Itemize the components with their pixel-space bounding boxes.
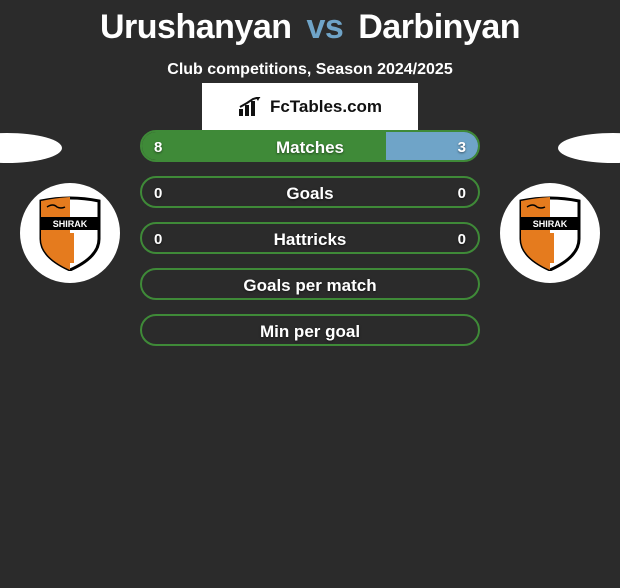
bar-value-left: 0 [154,224,162,254]
shield-icon: SHIRAK [39,195,101,271]
club-badge-left: SHIRAK [20,183,120,283]
bar-value-right: 3 [458,132,466,162]
player-a-name: Urushanyan [100,8,292,46]
stat-bar: Min per goal [140,314,480,346]
bar-value-right: 0 [458,224,466,254]
player-b-name: Darbinyan [358,8,520,46]
bar-label: Hattricks [142,224,478,254]
bar-value-left: 0 [154,178,162,208]
club-badge-right: SHIRAK [500,183,600,283]
bar-label: Goals per match [142,270,478,300]
attribution-box: FcTables.com [202,83,418,131]
stat-bar: Goals per match [140,268,480,300]
chart-icon [238,97,264,117]
page-title: Urushanyan vs Darbinyan [0,8,620,47]
subtitle: Club competitions, Season 2024/2025 [0,61,620,79]
bar-value-left: 8 [154,132,162,162]
bar-value-right: 0 [458,178,466,208]
attribution-text: FcTables.com [270,97,382,117]
stat-bar: Goals0 0 [140,176,480,208]
bar-label: Min per goal [142,316,478,346]
bar-label: Matches [142,132,478,162]
stat-bar: Matches8 3 [140,130,480,162]
vs-text: vs [306,8,343,46]
comparison-bars: Matches83Goals00Hattricks00Goals per mat… [140,130,480,360]
bar-label: Goals [142,178,478,208]
shield-icon: SHIRAK [519,195,581,271]
svg-text:SHIRAK: SHIRAK [53,219,88,229]
svg-text:SHIRAK: SHIRAK [533,219,568,229]
stat-bar: Hattricks0 0 [140,222,480,254]
